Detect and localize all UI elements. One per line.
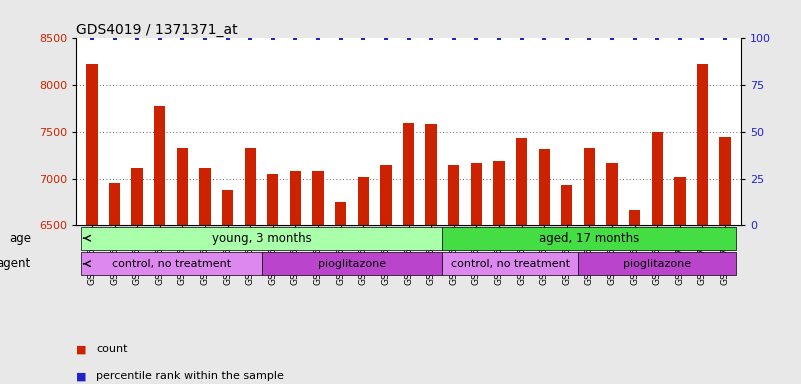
Bar	[312, 171, 324, 384]
Text: ■: ■	[76, 344, 87, 354]
Bar	[81, 227, 442, 250]
Bar	[629, 210, 640, 384]
Bar	[448, 165, 460, 384]
Text: percentile rank within the sample: percentile rank within the sample	[96, 371, 284, 381]
Bar	[674, 177, 686, 384]
Text: pioglitazone: pioglitazone	[318, 259, 386, 269]
Bar	[261, 252, 442, 275]
Bar	[578, 252, 736, 275]
Text: count: count	[96, 344, 127, 354]
Bar	[290, 171, 301, 384]
Bar	[493, 161, 505, 384]
Text: ■: ■	[76, 371, 87, 381]
Bar	[109, 184, 120, 384]
Bar	[131, 169, 143, 384]
Bar	[516, 139, 527, 384]
Bar	[584, 148, 595, 384]
Bar	[697, 64, 708, 384]
Text: age: age	[9, 232, 31, 245]
Bar	[538, 149, 549, 384]
Text: GDS4019 / 1371371_at: GDS4019 / 1371371_at	[76, 23, 238, 37]
Bar	[222, 190, 233, 384]
Bar	[357, 177, 369, 384]
Text: young, 3 months: young, 3 months	[211, 232, 312, 245]
Bar	[268, 174, 279, 384]
Text: aged, 17 months: aged, 17 months	[539, 232, 639, 245]
Bar	[335, 202, 346, 384]
Bar	[380, 165, 392, 384]
Bar	[562, 185, 573, 384]
Bar	[244, 148, 256, 384]
Text: control, no treatment: control, no treatment	[451, 259, 570, 269]
Bar	[651, 132, 663, 384]
Bar	[403, 122, 414, 384]
Bar	[442, 227, 736, 250]
Text: agent: agent	[0, 257, 31, 270]
Text: control, no treatment: control, no treatment	[111, 259, 231, 269]
Bar	[442, 252, 578, 275]
Bar	[425, 124, 437, 384]
Bar	[719, 137, 731, 384]
Bar	[154, 106, 166, 384]
Bar	[87, 64, 98, 384]
Bar	[199, 169, 211, 384]
Bar	[471, 163, 482, 384]
Bar	[81, 252, 261, 275]
Bar	[606, 163, 618, 384]
Text: pioglitazone: pioglitazone	[623, 259, 691, 269]
Bar	[177, 148, 188, 384]
